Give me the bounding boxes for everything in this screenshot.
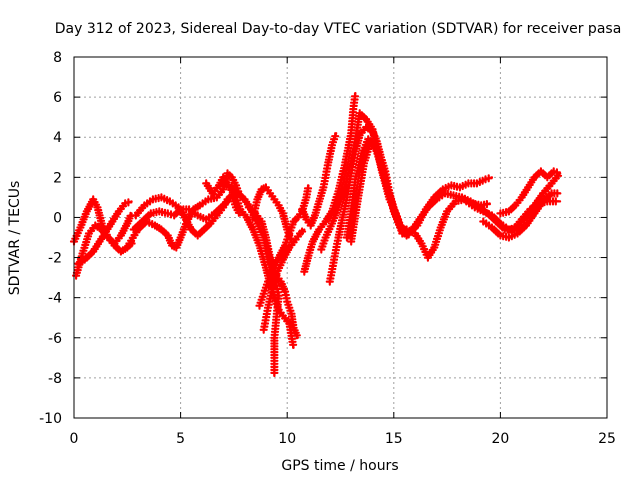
data-point-marker <box>331 132 340 141</box>
data-point-marker <box>350 92 360 101</box>
y-tick-label: -2 <box>48 251 62 267</box>
data-point-marker <box>303 184 313 193</box>
data-series <box>69 92 563 377</box>
data-point-marker <box>298 227 307 236</box>
y-tick-label: 0 <box>53 210 62 226</box>
y-tick-label: 8 <box>53 50 62 66</box>
axis-ticks <box>73 56 608 419</box>
data-point-marker <box>270 368 279 377</box>
series-pass-3 <box>74 198 133 268</box>
series-pass-13 <box>300 92 360 276</box>
x-tick-label: 5 <box>176 431 185 447</box>
y-tick-label: 2 <box>53 170 62 186</box>
y-tick-label: 6 <box>53 90 62 106</box>
x-tick-label: 25 <box>598 431 616 447</box>
x-tick-label: 15 <box>385 431 403 447</box>
data-point-marker <box>286 234 295 243</box>
series-pass-11 <box>259 227 307 334</box>
data-point-marker <box>552 168 561 177</box>
y-tick-label: -6 <box>48 331 62 347</box>
series-pass-19 <box>479 189 562 242</box>
chart-title: Day 312 of 2023, Sidereal Day-to-day VTE… <box>55 21 622 37</box>
data-point-marker <box>553 189 562 198</box>
y-tick-label: -8 <box>48 371 62 387</box>
y-tick-label: -10 <box>39 411 62 427</box>
series-pass-21 <box>496 167 562 218</box>
data-point-marker <box>551 197 560 206</box>
data-point-marker <box>484 174 493 183</box>
y-tick-label: 4 <box>53 130 62 146</box>
x-tick-label: 10 <box>278 431 296 447</box>
y-tick-labels: -10 -8 -6 -4 -2 0 2 4 6 8 <box>39 50 62 427</box>
x-tick-label: 0 <box>70 431 79 447</box>
data-point-marker <box>289 340 298 349</box>
plot-frame <box>73 56 608 419</box>
x-axis-label: GPS time / hours <box>281 458 398 474</box>
data-point-marker <box>292 331 301 340</box>
series-pass-12 <box>249 183 295 243</box>
data-point-marker <box>124 198 133 207</box>
series-pass-14 <box>298 132 340 230</box>
y-tick-label: -4 <box>48 291 62 307</box>
data-point-marker <box>482 200 491 209</box>
series-pass-20 <box>462 171 563 234</box>
x-tick-label: 20 <box>491 431 509 447</box>
y-axis-label: SDTVAR / TECUs <box>7 181 23 296</box>
x-tick-labels: 0 5 10 15 20 25 <box>70 431 616 447</box>
